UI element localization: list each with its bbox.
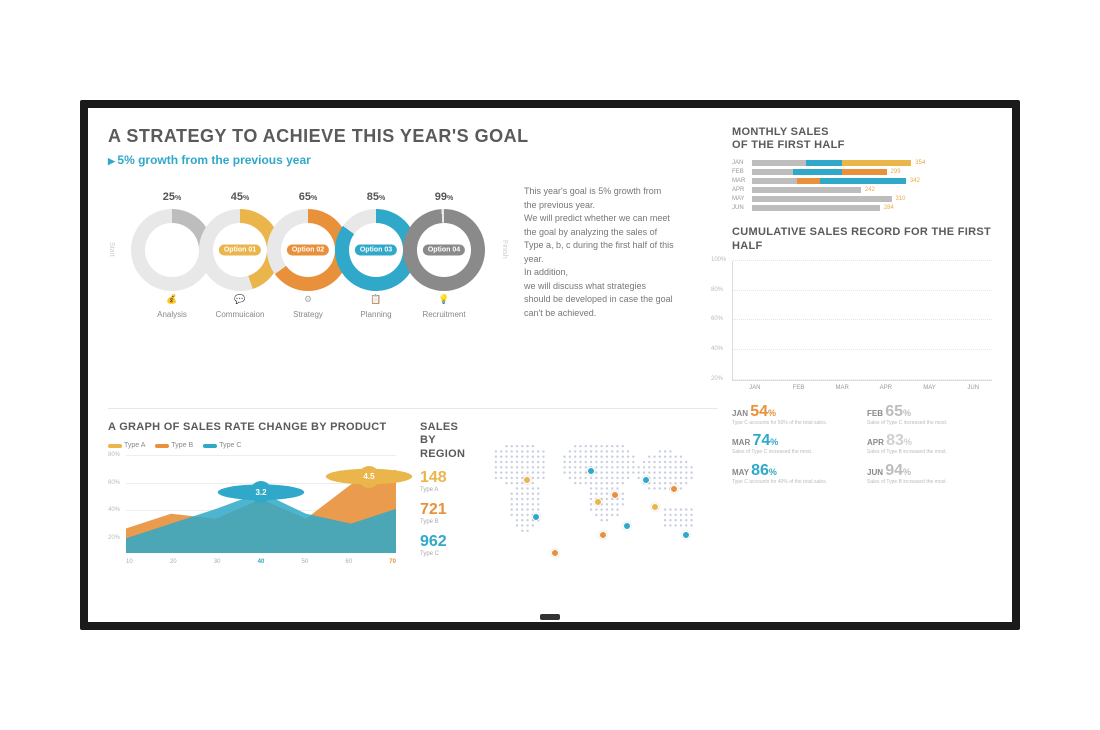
data-bubble: 4.5: [358, 466, 380, 488]
process-ring-4: 99% Option 04 💡 Recruitment: [403, 209, 485, 291]
ring-icon: 💬: [234, 294, 245, 305]
world-map: [480, 421, 718, 604]
ring-caption: Planning: [360, 310, 391, 319]
map-pin: [587, 467, 595, 475]
process-rings: 25% 💰 Analysis 45% Option 01 💬 Commuicai…: [131, 179, 485, 320]
pct-cell: JAN 54% Type C accounts for 50% of the t…: [732, 403, 857, 427]
column-chart: 100%80%60%40%20%: [732, 261, 992, 381]
sales-rate-panel: A GRAPH OF SALES RATE CHANGE BY PRODUCT …: [108, 421, 406, 604]
region-stat: 148Type A: [420, 469, 470, 493]
panel-title: CUMULATIVE SALES RECORD FOR THE FIRST HA…: [732, 226, 992, 252]
dashboard-frame: A STRATEGY TO ACHIEVE THIS YEAR'S GOAL 5…: [80, 100, 1020, 630]
panel-title: MONTHLY SALESOF THE FIRST HALF: [732, 126, 992, 152]
pct-cell: MAR 74% Sales of Type C increased the mo…: [732, 432, 857, 456]
monthly-bar-row: JAN 354: [732, 160, 992, 166]
strategy-description: This year's goal is 5% growth from the p…: [524, 179, 674, 320]
ring-icon: 💰: [166, 294, 177, 305]
pct-cell: APR 83% Sales of Type B increased the mo…: [867, 432, 992, 456]
map-pin: [642, 476, 650, 484]
map-pin: [599, 531, 607, 539]
bar-value: 299: [891, 169, 901, 175]
legend-item: Type B: [155, 442, 193, 449]
map-pin: [623, 522, 631, 530]
ring-percent: 99%: [435, 191, 453, 203]
bar-value: 342: [910, 178, 920, 184]
monthly-bar-row: APR 242: [732, 187, 992, 193]
map-pin: [532, 513, 540, 521]
month-label: JAN: [732, 160, 748, 166]
monthly-bar-row: FEB 299: [732, 169, 992, 175]
sales-by-region-panel: SALES BY REGION 148Type A 721Type B 962Typ…: [420, 421, 718, 604]
monthly-sales-panel: MONTHLY SALESOF THE FIRST HALF JAN 354 FE…: [732, 126, 992, 214]
map-pin: [523, 476, 531, 484]
month-label: FEB: [732, 169, 748, 175]
ring-label: Option 03: [355, 244, 397, 255]
month-label: JUN: [732, 205, 748, 211]
finish-label: Finish: [501, 240, 508, 259]
ring-caption: Analysis: [157, 310, 187, 319]
page-title: A STRATEGY TO ACHIEVE THIS YEAR'S GOAL: [108, 126, 718, 147]
ring-percent: 45%: [231, 191, 249, 203]
region-stat: 721Type B: [420, 501, 470, 525]
ring-label: Option 02: [287, 244, 329, 255]
start-label: Start: [108, 242, 115, 257]
ring-label: Option 01: [219, 244, 261, 255]
data-bubble: 3.2: [250, 481, 272, 503]
region-stat: 962Type C: [420, 533, 470, 557]
monthly-bar-row: JUN 284: [732, 205, 992, 211]
lg-logo: [540, 614, 560, 620]
legend-item: Type A: [108, 442, 145, 449]
pct-cell: MAY 86% Type C accounts for 40% of the t…: [732, 462, 857, 486]
ring-percent: 25%: [163, 191, 181, 203]
monthly-bar-row: MAY 310: [732, 196, 992, 202]
ring-percent: 85%: [367, 191, 385, 203]
ring-icon: ⚙: [304, 294, 312, 305]
month-label: APR: [732, 187, 748, 193]
bar-value: 284: [884, 205, 894, 211]
month-label: MAY: [732, 196, 748, 202]
percentage-grid: JAN 54% Type C accounts for 50% of the t…: [732, 403, 992, 486]
chart-legend: Type A Type B Type C: [108, 442, 396, 449]
ring-caption: Strategy: [293, 310, 323, 319]
area-chart: 80%60%40%20%3.24.510203040506070: [108, 455, 396, 565]
ring-label: Option 04: [423, 244, 465, 255]
ring-caption: Commuicaion: [216, 310, 265, 319]
strategy-panel: A STRATEGY TO ACHIEVE THIS YEAR'S GOAL 5…: [108, 126, 718, 409]
month-label: MAR: [732, 178, 748, 184]
ring-percent: 65%: [299, 191, 317, 203]
panel-title: A GRAPH OF SALES RATE CHANGE BY PRODUCT: [108, 421, 396, 434]
monthly-bar-row: MAR 342: [732, 178, 992, 184]
bar-value: 242: [865, 187, 875, 193]
ring-icon: 📋: [370, 294, 381, 305]
ring-caption: Recruitment: [422, 310, 465, 319]
panel-title: SALES BY REGION: [420, 421, 470, 461]
subtitle: 5% growth from the previous year: [108, 153, 718, 167]
ring-icon: 💡: [438, 294, 449, 305]
map-pin: [611, 491, 619, 499]
cumulative-panel: CUMULATIVE SALES RECORD FOR THE FIRST HA…: [732, 226, 992, 604]
pct-cell: JUN 94% Sales of Type B increased the mo…: [867, 462, 992, 486]
pct-cell: FEB 65% Sales of Type C increased the mo…: [867, 403, 992, 427]
legend-item: Type C: [203, 442, 241, 449]
bar-value: 354: [915, 160, 925, 166]
bar-value: 310: [896, 196, 906, 202]
